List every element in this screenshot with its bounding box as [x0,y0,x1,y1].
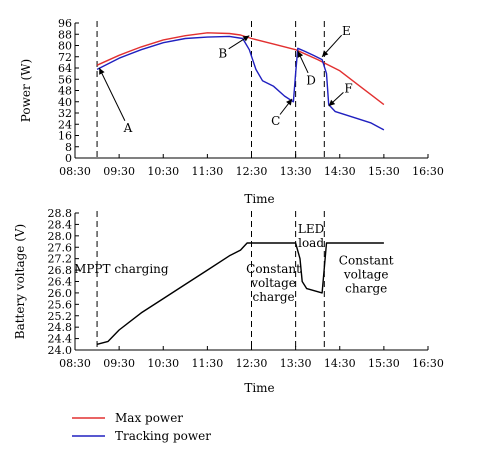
annotation-note-line: MPPT charging [74,262,169,276]
annotation-note: Constant voltage charge [246,262,301,304]
annotation-arrowhead [286,98,293,106]
x-tick-label: 08:30 [59,165,91,178]
legend: Max power Tracking power [72,411,211,443]
y-tick-label: 56 [58,73,72,86]
x-axis-title: Time [244,192,274,206]
x-tick-label: 15:30 [368,357,400,370]
x-tick-label: 12:30 [236,357,268,370]
y-tick-label: 27.2 [48,253,73,266]
annotation-label-d: D [306,73,316,87]
x-tick-label: 16:30 [412,357,444,370]
y-tick-label: 88 [58,28,72,41]
x-tick-label: 13:30 [280,165,312,178]
y-tick-label: 80 [58,40,72,53]
series-line-max-power [96,32,385,106]
y-tick-label: 26.4 [48,276,73,289]
annotation-note-line: Constant [246,262,301,276]
annotation-note-line: charge [253,290,295,304]
y-tick-label: 28.0 [48,230,73,243]
y-tick-label: 96 [58,17,72,30]
y-tick-label: 24 [58,118,72,131]
y-tick-label: 28.8 [48,207,73,220]
x-tick-label: 16:30 [412,165,444,178]
y-tick-label: 24.8 [48,321,73,334]
y-tick-label: 26.0 [48,287,73,300]
annotation-note: Constant voltage charge [339,253,394,295]
y-tick-label: 72 [58,51,72,64]
series-line-voltage [96,242,384,345]
y-tick-label: 27.6 [48,241,73,254]
x-tick-label: 15:30 [368,165,400,178]
x-tick-label: 09:30 [103,165,135,178]
x-tick-label: 14:30 [324,165,356,178]
annotation-note: MPPT charging [74,262,169,276]
y-axis-title: Power (W) [19,59,33,122]
annotation-note-line: charge [345,281,387,295]
y-tick-label: 28.4 [48,218,73,231]
y-tick-label: 64 [58,62,72,75]
x-tick-label: 10:30 [147,357,179,370]
annotation-arrowhead [322,50,329,57]
annotation-note-line: voltage [250,276,296,290]
x-tick-label: 12:30 [236,165,268,178]
annotation-label-f: F [344,82,352,96]
y-tick-label: 24.0 [48,344,73,357]
annotation-arrowhead [297,51,304,58]
x-tick-label: 11:30 [192,165,224,178]
legend-label: Tracking power [115,429,211,443]
annotation-note-line: load [298,236,324,250]
annotation-arrowhead [242,35,250,42]
y-tick-label: 48 [58,85,72,98]
annotation-arrow [98,67,126,121]
x-tick-label: 13:30 [280,357,312,370]
x-tick-label: 08:30 [59,357,91,370]
y-tick-label: 40 [58,96,72,109]
annotation-label-a: A [123,121,133,135]
x-tick-label: 10:30 [147,165,179,178]
annotation-note-line: Constant [339,253,394,267]
annotation-note-line: LED [298,222,324,236]
chart-2: 24.024.424.825.225.626.026.426.827.227.6… [13,207,444,395]
annotation-note-line: voltage [343,267,389,281]
series-line-tracking-power [96,35,385,131]
y-tick-label: 24.4 [48,333,73,346]
y-axis-title: Battery voltage (V) [13,224,27,340]
annotation-label-c: C [271,114,280,128]
x-tick-label: 09:30 [103,357,135,370]
annotation-label-b: B [218,47,227,61]
annotation-label-e: E [342,24,351,38]
x-axis-title: Time [244,381,274,395]
y-tick-label: 8 [65,141,72,154]
annotation-arrowhead [328,99,336,106]
x-tick-label: 14:30 [324,357,356,370]
y-tick-label: 25.2 [48,310,73,323]
x-tick-label: 11:30 [192,357,224,370]
y-tick-label: 26.8 [48,264,73,277]
y-tick-label: 0 [65,152,72,165]
annotation-note: LED load [298,222,324,250]
annotation-arrowhead [99,68,105,75]
legend-label: Max power [115,411,183,425]
y-tick-label: 25.6 [48,298,73,311]
y-tick-label: 32 [58,107,72,120]
y-tick-label: 16 [58,130,72,143]
